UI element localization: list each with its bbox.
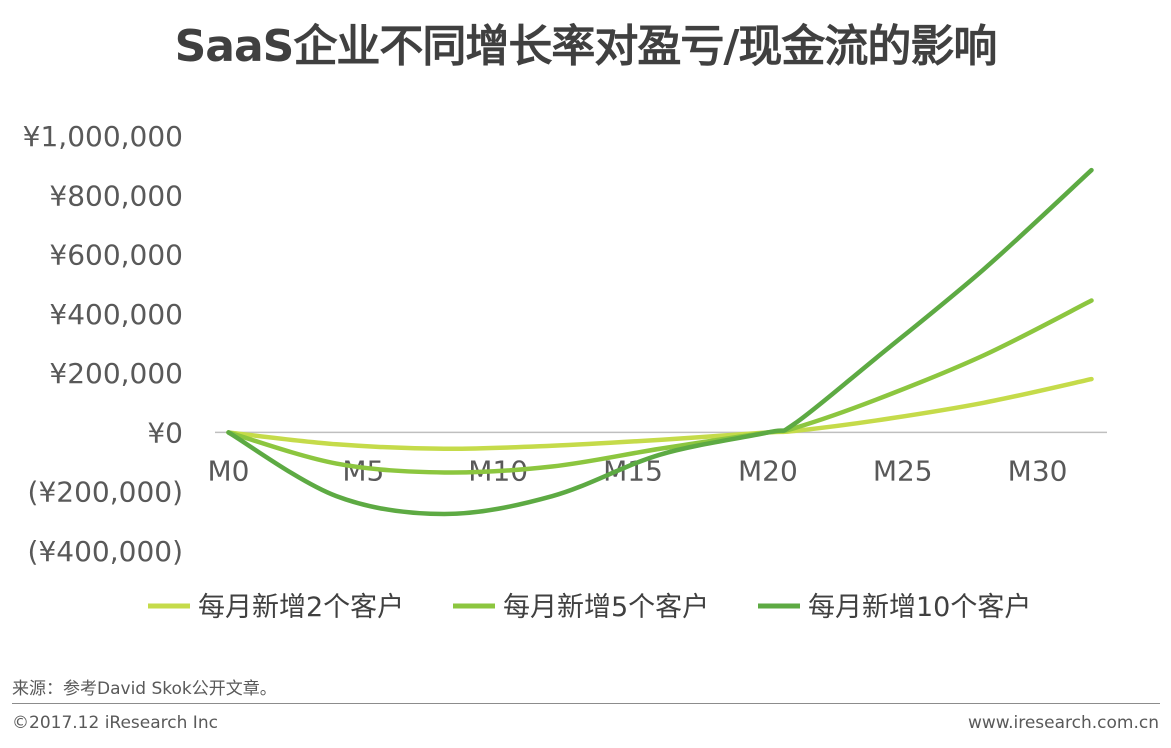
y-tick-label: ¥600,000 (49, 239, 183, 272)
y-tick-label: ¥200,000 (49, 357, 183, 390)
legend-item-1: 每月新增2个客户 (148, 592, 404, 623)
x-tick-label: M25 (873, 454, 933, 487)
y-tick-label: ¥1,000,000 (23, 120, 183, 153)
y-tick-label: ¥0 (147, 416, 183, 449)
footer-divider (12, 703, 1160, 704)
legend-item-2: 每月新增5个客户 (453, 592, 709, 623)
series-line-3 (226, 167, 1094, 517)
y-tick-label: (¥200,000) (28, 476, 183, 509)
website-link[interactable]: www.iresearch.com.cn (967, 713, 1159, 733)
x-tick-label: M0 (207, 454, 249, 487)
series-lines (226, 167, 1094, 517)
legend-item-3: 每月新增10个客户 (758, 592, 1031, 623)
series-line-1 (226, 376, 1094, 452)
legend-label: 每月新增2个客户 (198, 592, 404, 623)
y-axis: ¥1,000,000 ¥800,000 ¥600,000 ¥400,000 ¥200,0… (23, 120, 183, 568)
line-chart: ¥1,000,000 ¥800,000 ¥600,000 ¥400,000 ¥200,0… (23, 120, 1107, 623)
y-tick-label: ¥400,000 (49, 298, 183, 331)
x-axis: M0 M5 M10 M15 M20 M25 M30 (207, 454, 1067, 487)
y-tick-label: (¥400,000) (28, 535, 183, 568)
legend-label: 每月新增5个客户 (503, 592, 709, 623)
x-tick-label: M30 (1008, 454, 1068, 487)
x-tick-label: M20 (738, 454, 798, 487)
series-line-2 (226, 298, 1094, 475)
copyright-text: ©2017.12 iResearch Inc (12, 713, 218, 733)
y-tick-label: ¥800,000 (49, 179, 183, 212)
chart-title: SaaS企业不同增长率对盈亏/现金流的影响 (174, 21, 998, 72)
legend: 每月新增2个客户 每月新增5个客户 每月新增10个客户 (148, 592, 1031, 623)
source-note: 来源：参考David Skok公开文章。 (12, 679, 277, 699)
legend-label: 每月新增10个客户 (808, 592, 1031, 623)
